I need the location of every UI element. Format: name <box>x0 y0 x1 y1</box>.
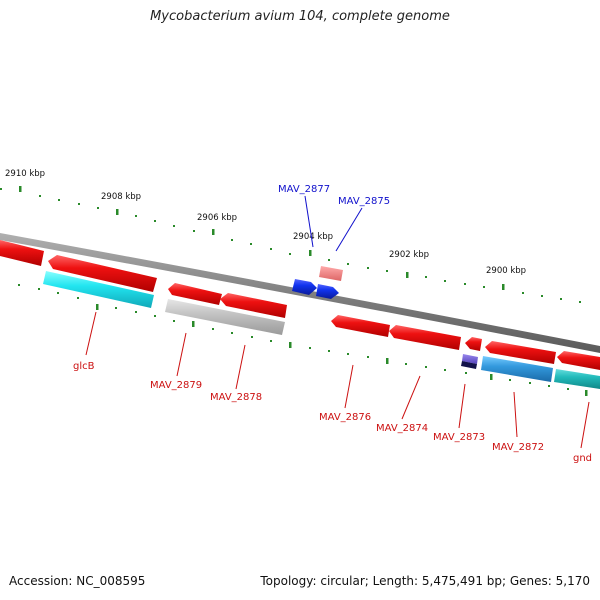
pseudo-feature <box>319 266 343 281</box>
tick-label: 2906 kbp <box>197 213 237 223</box>
gene-label-mav2873: MAV_2873 <box>433 432 485 443</box>
gene-arrow <box>389 325 461 350</box>
purple-feature <box>462 354 478 364</box>
gene-arrow <box>485 341 556 364</box>
outer-tick-row <box>0 186 581 303</box>
gene-label-mav2878: MAV_2878 <box>210 392 262 403</box>
gene-label-gnd: gnd <box>573 453 592 464</box>
map-title: Mycobacterium avium 104, complete genome <box>150 9 450 24</box>
gene-arrow <box>557 351 600 370</box>
mav2877-arrow <box>292 279 317 295</box>
tick-labels: 2910 kbp 2908 kbp 2906 kbp 2904 kbp 2902… <box>5 169 526 276</box>
teal-bar <box>554 369 600 389</box>
reverse-strand-features <box>43 271 600 389</box>
gene-arrow <box>465 337 482 351</box>
gray-bar <box>165 299 285 335</box>
navy-feature <box>461 361 477 369</box>
light-blue-bar <box>481 356 553 382</box>
red-leader-lines <box>85 311 590 449</box>
gene-label-mav2877: MAV_2877 <box>278 184 330 195</box>
gene-arrow <box>0 240 44 266</box>
gene-label-mav2875: MAV_2875 <box>338 196 390 207</box>
glcB-bar <box>43 271 154 308</box>
gene-arrow <box>220 293 287 318</box>
gene-label-mav2872: MAV_2872 <box>492 442 544 453</box>
accession-text: Accession: NC_008595 <box>9 574 146 588</box>
tick-label: 2908 kbp <box>101 192 141 202</box>
tick-label: 2900 kbp <box>486 266 526 276</box>
genome-backbone <box>0 233 600 353</box>
gene-arrow <box>48 255 157 292</box>
gene-arrow <box>331 315 390 337</box>
gene-label-mav2879: MAV_2879 <box>150 380 202 391</box>
gene-label-glcb: glcB <box>73 361 95 372</box>
inner-tick-row <box>18 284 588 396</box>
tick-label: 2904 kbp <box>293 232 333 242</box>
blue-leader-lines <box>304 195 363 252</box>
gene-label-mav2876: MAV_2876 <box>319 412 371 423</box>
forward-strand-features <box>0 240 343 318</box>
topology-summary: Topology: circular; Length: 5,475,491 bp… <box>260 574 590 588</box>
gene-label-mav2874: MAV_2874 <box>376 423 428 434</box>
gene-labels: MAV_2877 MAV_2875 glcB MAV_2879 MAV_2878… <box>73 184 592 464</box>
gene-arrow <box>168 283 222 305</box>
mav2875-arrow <box>316 284 339 299</box>
tick-label: 2910 kbp <box>5 169 45 179</box>
tick-label: 2902 kbp <box>389 250 429 260</box>
